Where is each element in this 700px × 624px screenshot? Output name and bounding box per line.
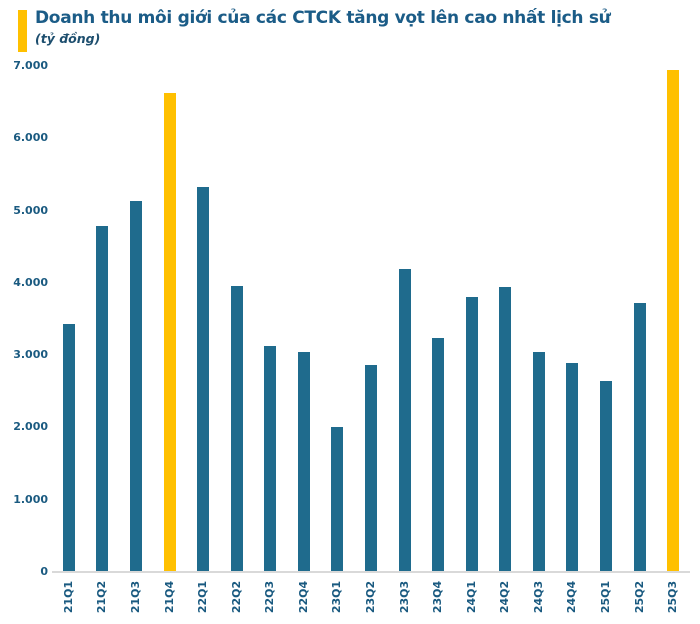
chart-title: Doanh thu môi giới của các CTCK tăng vọt… — [35, 8, 611, 28]
bar-23Q3 — [398, 269, 411, 572]
chart-area: 0 1.000 2.000 3.000 4.000 5.000 6.000 7.000 21Q… — [0, 59, 700, 624]
y-tick-label-3.000: 3.000 — [13, 348, 48, 362]
x-tick-label-25Q3: 25Q3 — [666, 580, 680, 614]
title-accent-bar — [18, 10, 27, 52]
x-tick-label-21Q3: 21Q3 — [128, 580, 142, 614]
plot-area — [52, 66, 690, 572]
y-tick-label-0: 0 — [40, 565, 48, 578]
x-tick-label-21Q1: 21Q1 — [61, 580, 75, 614]
bar-25Q2 — [633, 303, 646, 572]
bar-22Q3 — [264, 345, 277, 572]
x-tick-label-25Q2: 25Q2 — [632, 580, 646, 614]
bar-23Q1 — [331, 427, 344, 572]
bar-24Q4 — [566, 363, 579, 572]
x-tick-label-22Q3: 22Q3 — [263, 580, 277, 614]
bar-23Q4 — [432, 337, 445, 572]
bar-24Q3 — [532, 352, 545, 572]
bar-21Q3 — [129, 201, 142, 572]
chart-subtitle: (tỷ đồng) — [35, 31, 101, 46]
y-tick-label-4.000: 4.000 — [13, 275, 48, 289]
x-tick-label-24Q2: 24Q2 — [498, 580, 512, 614]
y-tick-label-5.000: 5.000 — [13, 203, 48, 217]
bar-24Q1 — [465, 297, 478, 572]
bar-23Q2 — [365, 365, 377, 572]
y-tick-label-6.000: 6.000 — [13, 131, 48, 145]
bar-22Q4 — [297, 352, 310, 572]
bar-25Q1 — [600, 381, 613, 572]
x-tick-label-23Q4: 23Q4 — [431, 580, 445, 614]
y-tick-label-7.000: 7.000 — [13, 59, 48, 72]
bar-22Q2 — [230, 286, 243, 572]
y-tick-label-2.000: 2.000 — [13, 420, 48, 434]
x-tick-label-23Q1: 23Q1 — [330, 580, 344, 614]
bar-21Q4 — [163, 92, 176, 572]
x-tick-label-24Q1: 24Q1 — [464, 580, 478, 614]
bar-21Q2 — [96, 225, 109, 572]
y-tick-label-1.000: 1.000 — [13, 492, 48, 506]
x-tick-label-23Q2: 23Q2 — [364, 580, 377, 614]
x-tick-label-25Q1: 25Q1 — [599, 580, 613, 614]
x-tick-label-23Q3: 23Q3 — [397, 580, 411, 614]
bar-21Q1 — [62, 324, 75, 572]
bar-24Q2 — [499, 287, 512, 572]
x-axis-baseline — [52, 571, 690, 573]
x-tick-label-24Q3: 24Q3 — [531, 580, 545, 614]
x-tick-label-22Q1: 22Q1 — [196, 580, 210, 614]
x-tick-label-22Q2: 22Q2 — [229, 580, 243, 614]
x-tick-label-24Q4: 24Q4 — [565, 580, 579, 614]
x-tick-label-21Q4: 21Q4 — [162, 580, 176, 614]
x-tick-label-22Q4: 22Q4 — [296, 580, 310, 614]
x-tick-label-21Q2: 21Q2 — [95, 580, 109, 614]
bar-25Q3 — [667, 70, 680, 572]
bar-22Q1 — [197, 186, 210, 572]
